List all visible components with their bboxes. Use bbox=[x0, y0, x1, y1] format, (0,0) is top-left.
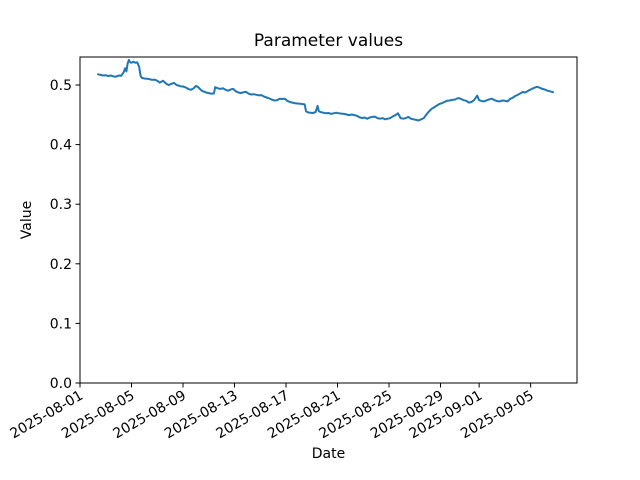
y-tick-label: 0.2 bbox=[50, 257, 72, 273]
y-tick-label: 0.3 bbox=[50, 197, 72, 213]
x-axis-label: Date bbox=[312, 446, 345, 462]
y-axis-label: Value bbox=[19, 201, 35, 239]
y-axis-ticks: 0.0 0.1 0.2 0.3 0.4 0.5 bbox=[50, 78, 80, 392]
y-tick-label: 0.4 bbox=[50, 138, 72, 154]
y-tick-label: 0.5 bbox=[50, 78, 72, 94]
plot-area-border bbox=[79, 56, 578, 384]
chart-title: Parameter values bbox=[254, 31, 403, 51]
x-axis-ticks: 2025-08-012025-08-052025-08-092025-08-13… bbox=[8, 383, 537, 442]
data-series-line bbox=[97, 59, 555, 122]
y-tick-label: 0.1 bbox=[50, 316, 72, 332]
y-tick-label: 0.0 bbox=[50, 376, 72, 392]
